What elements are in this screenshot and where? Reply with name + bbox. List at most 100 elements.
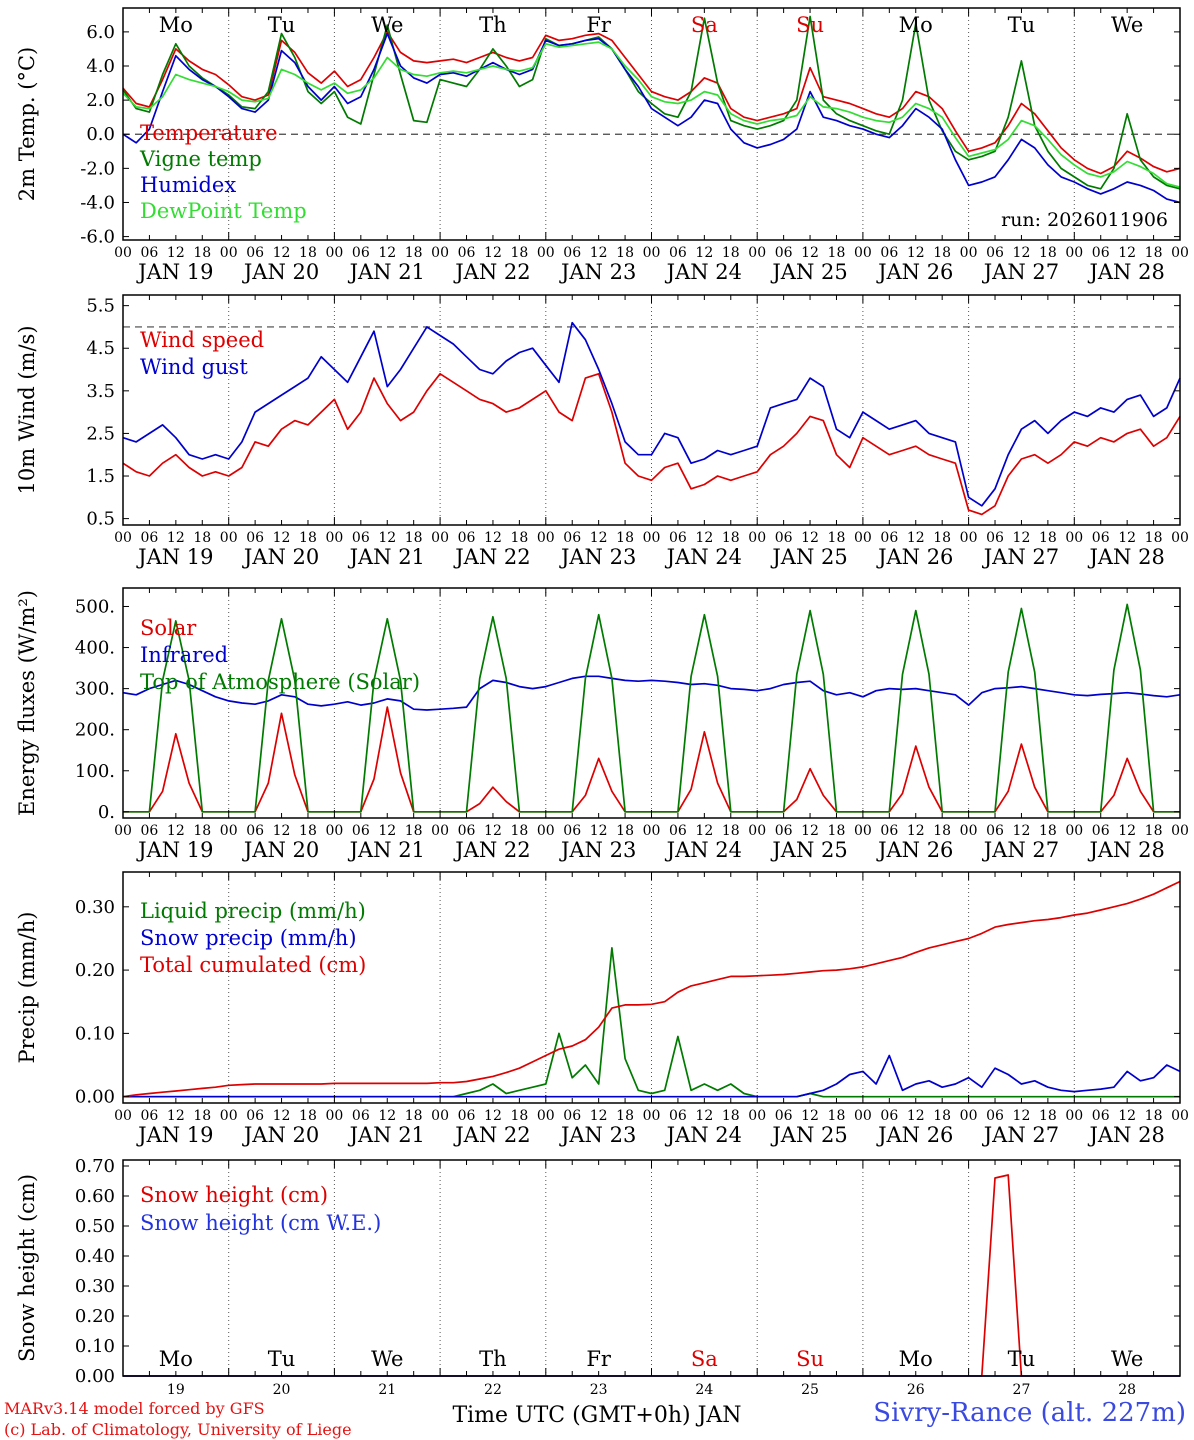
x-tick-label: 00 (643, 823, 661, 839)
x-tick-label: 12 (167, 823, 185, 839)
x-tick-label: 06 (986, 530, 1004, 546)
x-tick-label: 00 (220, 1108, 238, 1124)
x-tick-label: 18 (405, 530, 423, 546)
x-tick-label: 12 (273, 530, 291, 546)
x-tick-label: 06 (775, 530, 793, 546)
y-tick-label: -4.0 (80, 192, 115, 213)
x-tick-label: 06 (352, 1108, 370, 1124)
credit-line-1: MARv3.14 model forced by GFS (4, 1399, 265, 1418)
x-tick-label: 00 (325, 823, 343, 839)
x-tick-label: 06 (669, 1108, 687, 1124)
x-tick-label: 12 (378, 1108, 396, 1124)
x-tick-label: 06 (669, 245, 687, 261)
x-tick-label: 00 (1171, 530, 1189, 546)
x-day-label: JAN 24 (665, 545, 742, 569)
x-tick-label: 06 (352, 530, 370, 546)
x-day-label: JAN 23 (559, 545, 636, 569)
x-tick-label: 18 (722, 1108, 740, 1124)
x-day-number: 25 (801, 1382, 819, 1398)
x-tick-label: 06 (458, 530, 476, 546)
x-day-label: JAN 22 (453, 260, 530, 284)
x-tick-label: 12 (801, 245, 819, 261)
x-day-label: JAN 20 (242, 1123, 319, 1147)
x-tick-label: 18 (616, 823, 634, 839)
y-tick-label: 300. (75, 679, 115, 700)
x-tick-label: 12 (378, 823, 396, 839)
x-tick-label: 00 (220, 823, 238, 839)
x-tick-label: 12 (484, 530, 502, 546)
x-tick-label: 18 (616, 245, 634, 261)
weekday-label: We (1111, 13, 1143, 37)
x-day-label: JAN 26 (876, 260, 953, 284)
y-tick-label: 400. (75, 638, 115, 659)
legend-liquid-precip-mm-h: Liquid precip (mm/h) (140, 899, 366, 923)
x-day-label: JAN 20 (242, 838, 319, 862)
x-tick-label: 12 (167, 245, 185, 261)
x-tick-label: 12 (484, 823, 502, 839)
x-tick-label: 12 (273, 823, 291, 839)
credit-line-2: (c) Lab. of Climatology, University of L… (4, 1420, 352, 1439)
x-tick-label: 06 (246, 530, 264, 546)
y-tick-label: 0.20 (75, 1306, 115, 1327)
legend-total-cumulated-cm: Total cumulated (cm) (140, 953, 366, 977)
x-tick-label: 06 (246, 245, 264, 261)
x-day-number: 20 (273, 1382, 291, 1398)
x-day-label: JAN 23 (559, 838, 636, 862)
x-tick-label: 18 (299, 1108, 317, 1124)
x-day-label: JAN 22 (453, 545, 530, 569)
x-tick-label: 12 (907, 1108, 925, 1124)
x-tick-label: 06 (563, 823, 581, 839)
x-day-label: JAN 19 (136, 838, 213, 862)
y-tick-label: 200. (75, 720, 115, 741)
x-tick-label: 06 (986, 823, 1004, 839)
panel-precip: 0.30 0.20 0.10 0.00 Precip (mm/h) Liquid prec… (15, 871, 1189, 1147)
weekday-label: Sa (691, 1347, 718, 1371)
x-tick-label: 00 (854, 1108, 872, 1124)
x-tick-label: 06 (458, 1108, 476, 1124)
x-tick-label: 18 (722, 245, 740, 261)
x-tick-label: 12 (695, 1108, 713, 1124)
x-tick-label: 00 (748, 823, 766, 839)
x-day-label: JAN 25 (770, 1123, 847, 1147)
x-tick-label: 18 (193, 1108, 211, 1124)
x-tick-label: 18 (299, 530, 317, 546)
x-tick-label: 06 (775, 245, 793, 261)
weekday-label: Mo (899, 13, 933, 37)
x-tick-label: 18 (933, 245, 951, 261)
x-tick-label: 06 (352, 823, 370, 839)
x-tick-label: 18 (933, 530, 951, 546)
x-day-number: 28 (1118, 1382, 1136, 1398)
x-tick-label: 06 (563, 530, 581, 546)
y-axis-label: Precip (mm/h) (15, 911, 39, 1063)
legend-humidex: Humidex (140, 173, 236, 197)
x-tick-label: 12 (590, 1108, 608, 1124)
x-tick-label: 00 (748, 245, 766, 261)
x-tick-label: 06 (986, 245, 1004, 261)
y-tick-label: 0.5 (86, 509, 115, 530)
panel-temp2m: 6.0 4.0 2.0 0.0 -2.0 -4.0 -6.0 2m Temp. (°C) Tem… (15, 7, 1189, 284)
x-tick-label: 06 (880, 823, 898, 839)
weekday-label: Th (479, 1347, 507, 1371)
legend-top-of-atmosphere-solar: Top of Atmosphere (Solar) (140, 670, 420, 694)
x-day-label: JAN 20 (242, 260, 319, 284)
x-tick-label: 18 (405, 1108, 423, 1124)
x-tick-label: 06 (1092, 530, 1110, 546)
panel-snow: 0.70 0.60 0.50 0.40 0.30 0.20 0.10 0.00 Snow hei… (15, 1156, 1181, 1398)
x-tick-label: 18 (193, 530, 211, 546)
weekday-label: Sa (691, 13, 718, 37)
series-dewpoint-temp (122, 41, 1181, 188)
x-tick-label: 18 (1039, 1108, 1057, 1124)
x-tick-label: 00 (643, 245, 661, 261)
x-tick-label: 18 (1145, 1108, 1163, 1124)
y-tick-label: 0.60 (75, 1186, 115, 1207)
x-day-label: JAN 28 (1087, 545, 1164, 569)
x-tick-label: 06 (669, 530, 687, 546)
y-tick-label: 0.40 (75, 1246, 115, 1267)
y-tick-label: 0.10 (75, 1023, 115, 1044)
legend-dewpoint-temp: DewPoint Temp (140, 199, 307, 223)
x-day-label: JAN 26 (876, 545, 953, 569)
x-tick-label: 12 (801, 823, 819, 839)
x-tick-label: 12 (273, 1108, 291, 1124)
x-tick-label: 18 (1039, 245, 1057, 261)
